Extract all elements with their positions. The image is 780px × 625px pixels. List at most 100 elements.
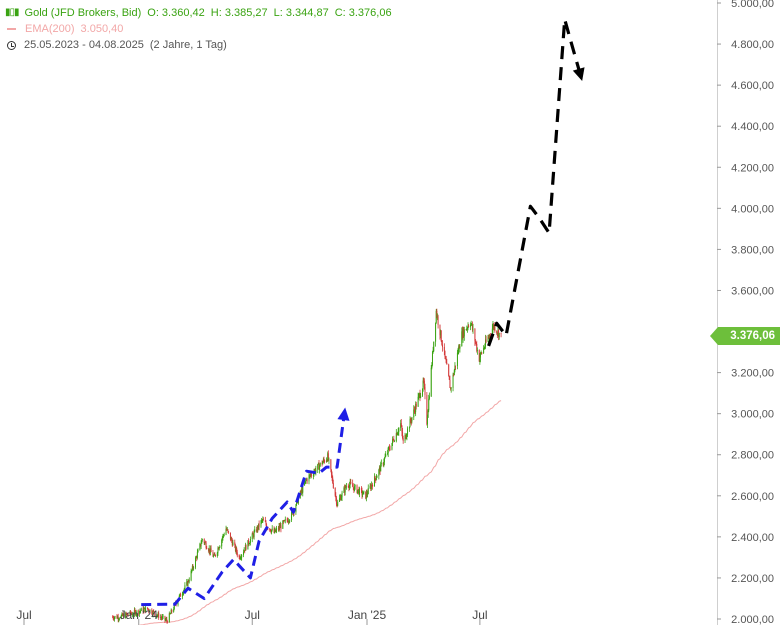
candle-body (264, 520, 266, 522)
candle-body (339, 497, 341, 499)
candle-body (314, 469, 316, 473)
candle-body (143, 607, 145, 609)
candle-body (441, 341, 443, 345)
candle-body (236, 552, 238, 556)
candle-body (269, 528, 271, 530)
candle-body (201, 539, 203, 541)
candle-body (182, 593, 184, 595)
blue-projection-line (141, 407, 347, 607)
candle-body (361, 489, 363, 496)
candle-body (452, 374, 454, 388)
candle-body (247, 540, 249, 550)
candle-body (352, 486, 354, 488)
candle-body (332, 483, 334, 488)
candle-body (168, 613, 170, 623)
candle-body (260, 520, 262, 527)
candle-body (370, 485, 372, 489)
open-value: O: 3.360,42 (147, 7, 205, 19)
candle-body (331, 474, 333, 478)
candle-body (127, 614, 129, 616)
candle-body (427, 410, 429, 418)
candle-body (301, 489, 303, 493)
candle-body (496, 331, 498, 334)
candle-body (336, 504, 338, 506)
candle-body (332, 477, 334, 484)
candle-body (312, 475, 314, 476)
y-tick-label: 2.600,00 (731, 491, 774, 503)
candle-body (393, 441, 395, 442)
candle-body (389, 449, 391, 451)
candle-body (319, 462, 321, 466)
candle-body (410, 419, 412, 421)
candle-body (161, 617, 163, 619)
candle-body (359, 488, 361, 495)
candle-body (219, 546, 221, 548)
candle-body (374, 476, 376, 479)
candle-body (306, 478, 308, 481)
candle-body (494, 325, 496, 332)
candle-body (419, 393, 421, 398)
candle-body (236, 547, 238, 553)
candle-body (131, 613, 133, 615)
candle-body (315, 469, 317, 473)
candle-body (407, 428, 409, 435)
candle-body (146, 607, 148, 609)
candle-body (440, 330, 442, 342)
candle-body (474, 328, 476, 341)
candle-body (249, 543, 251, 544)
candle-body (125, 613, 127, 618)
candle-body (455, 365, 457, 367)
candle-body (360, 488, 362, 490)
candle-body (409, 419, 411, 428)
candle-body (244, 550, 246, 551)
candle-body (210, 548, 212, 553)
candle-body (186, 581, 188, 586)
date-range-span: (2 Jahre, 1 Tag) (149, 39, 227, 51)
ema-200-polyline (138, 400, 502, 625)
candle-body (317, 464, 319, 470)
candle-body (122, 613, 124, 616)
low-value: L: 3.344,87 (273, 7, 329, 19)
candle-body (196, 556, 198, 559)
y-tick-label: 3.800,00 (731, 244, 774, 256)
candle-body (191, 566, 193, 571)
candle-body (365, 491, 367, 499)
candle-body (156, 615, 158, 617)
candle-body (388, 447, 390, 449)
candle-body (113, 618, 115, 620)
candle-body (254, 529, 256, 532)
candle-body (466, 328, 468, 329)
candle-body (160, 617, 162, 618)
candle-body (166, 621, 168, 623)
candle-body (365, 492, 367, 499)
candle-body (330, 469, 332, 475)
candle-body (418, 393, 420, 395)
candle-body (391, 442, 393, 450)
candle-body (454, 365, 456, 371)
clock-icon (7, 40, 16, 50)
candle-body (133, 609, 135, 615)
black-projection-line (487, 17, 584, 347)
candle-body (139, 611, 141, 612)
candle-body (275, 530, 277, 532)
candle-body (345, 485, 347, 488)
candle-body (257, 526, 259, 530)
candle-body (392, 438, 394, 440)
y-tick-label: 4.400,00 (731, 121, 774, 133)
candle-body (322, 462, 324, 465)
candle-body (366, 492, 368, 495)
candle-body (177, 600, 179, 605)
candle-body (367, 488, 369, 494)
candle-body (234, 544, 236, 551)
candle-body (396, 433, 398, 436)
candle-body (385, 454, 387, 457)
candle-body (304, 482, 306, 486)
candle-body (308, 475, 310, 482)
candle-body (192, 566, 194, 569)
candle-body (155, 613, 157, 617)
candle-body (340, 497, 342, 501)
candle-body (230, 538, 232, 540)
candle-body (387, 453, 389, 455)
candle-body (114, 616, 116, 618)
candle-body (300, 491, 302, 493)
